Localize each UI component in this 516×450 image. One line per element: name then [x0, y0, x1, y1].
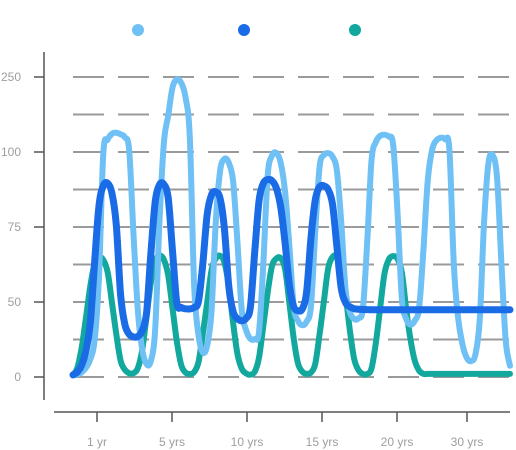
legend-marker[interactable] — [238, 24, 250, 36]
y-tick-label: 75 — [8, 220, 22, 234]
x-tick-label: 30 yrs — [451, 435, 484, 449]
y-axis-ticks: 0 50 75 100 250 — [1, 70, 44, 384]
x-tick-label: 20 yrs — [381, 435, 414, 449]
y-tick-label: 0 — [14, 370, 21, 384]
legend — [132, 24, 361, 36]
y-tick-label: 250 — [1, 70, 21, 84]
x-tick-label: 15 yrs — [306, 435, 339, 449]
series-layer — [69, 76, 514, 379]
x-tick-label: 1 yr — [87, 435, 107, 449]
series-light-blue-line — [70, 76, 513, 379]
series-blue-line — [69, 175, 514, 379]
x-axis-ticks: 1 yr 5 yrs 10 yrs 15 yrs 20 yrs 30 yrs — [87, 412, 483, 449]
x-tick-label: 10 yrs — [231, 435, 264, 449]
y-tick-label: 100 — [1, 145, 21, 159]
legend-marker[interactable] — [349, 24, 361, 36]
legend-marker[interactable] — [132, 24, 144, 36]
x-tick-label: 5 yrs — [159, 435, 185, 449]
y-tick-label: 50 — [8, 295, 22, 309]
